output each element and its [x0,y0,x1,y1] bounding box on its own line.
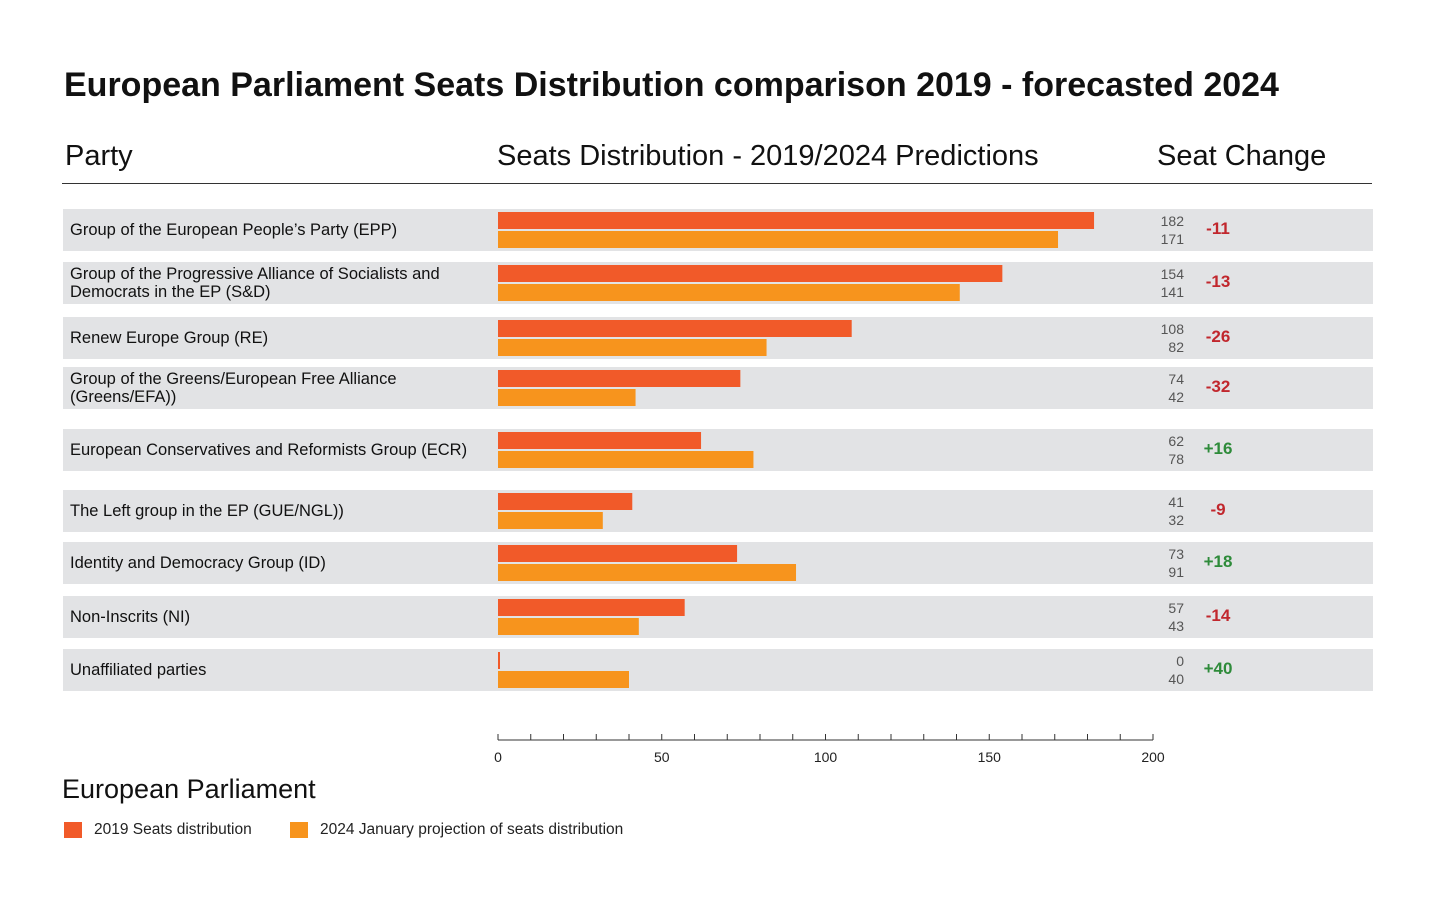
seat-change-value: +18 [1203,552,1233,571]
value-label-2024: 40 [1168,671,1184,687]
legend-label-2024: 2024 January projection of seats distrib… [320,821,624,838]
bar-2024 [498,339,767,356]
bar-2024 [498,618,639,635]
seat-change-value: -13 [1205,272,1231,291]
value-label-2019: 57 [1168,600,1184,616]
party-label: The Left group in the EP (GUE/NGL)) [70,502,344,520]
bar-2024 [498,389,636,406]
party-label: Group of the Progressive Alliance of Soc… [70,265,440,301]
value-label-2019: 74 [1168,371,1184,387]
bar-2019 [498,320,852,337]
bar-2024 [498,564,797,581]
bar-2019 [498,652,500,669]
seat-change-value: -9 [1210,500,1226,519]
value-label-2019: 0 [1176,653,1184,669]
bar-2019 [498,432,702,449]
party-label: Group of the European People’s Party (EP… [70,221,398,239]
value-label-2024: 32 [1168,512,1184,528]
party-label: Group of the Greens/European Free Allian… [70,370,397,406]
value-label-2019: 62 [1168,433,1184,449]
seat-change-value: -32 [1205,377,1231,396]
seat-change-value: -26 [1205,327,1231,346]
legend-label-2019: 2019 Seats distribution [94,821,252,838]
value-label-2019: 182 [1160,213,1184,229]
bar-2024 [498,512,603,529]
bar-2024 [498,284,960,301]
bar-2024 [498,451,754,468]
x-tick-label: 150 [978,749,1002,765]
value-label-2019: 41 [1168,494,1184,510]
value-label-2024: 91 [1168,564,1184,580]
party-row: Group of the Greens/European Free Allian… [63,367,1373,409]
column-header-seat-change: Seat Change [1157,140,1327,172]
value-label-2024: 171 [1160,231,1184,247]
bar-2019 [498,493,633,510]
chart-title: European Parliament Seats Distribution c… [64,66,1279,104]
party-label: Unaffiliated parties [70,661,207,679]
value-label-2019: 108 [1160,321,1184,337]
seat-change-value: +40 [1203,659,1233,678]
column-header-distribution: Seats Distribution - 2019/2024 Predictio… [497,140,1039,172]
party-row: The Left group in the EP (GUE/NGL)) 41 32 -… [63,490,1373,532]
bar-2019 [498,545,738,562]
x-tick-label: 50 [654,749,670,765]
x-tick-label: 200 [1141,749,1165,765]
value-label-2024: 78 [1168,451,1184,467]
bar-2019 [498,599,685,616]
seat-change-value: -14 [1205,606,1231,625]
value-label-2024: 43 [1168,618,1184,634]
value-label-2019: 73 [1168,546,1184,562]
column-header-party: Party [65,140,133,172]
value-label-2024: 141 [1160,284,1184,300]
legend-swatch-2024 [290,822,308,838]
value-label-2019: 154 [1160,266,1184,282]
bar-2019 [498,370,741,387]
party-label: European Conservatives and Reformists Gr… [70,441,468,459]
seat-change-value: +16 [1203,439,1233,458]
x-tick-label: 100 [814,749,838,765]
legend-swatch-2019 [64,822,82,838]
party-label: Renew Europe Group (RE) [70,329,269,347]
bar-2024 [498,671,629,688]
header-divider [62,183,1372,184]
value-label-2024: 42 [1168,389,1184,405]
bar-2019 [498,212,1095,229]
party-label: Non-Inscrits (NI) [70,608,191,626]
seat-change-value: -11 [1206,219,1230,238]
bar-2019 [498,265,1003,282]
bar-2024 [498,231,1059,248]
value-label-2024: 82 [1168,339,1184,355]
party-row: Unaffiliated parties 0 40 +40 [63,649,1373,691]
party-row: Non-Inscrits (NI) 57 43 -14 [63,596,1373,638]
footer-title: European Parliament [62,774,316,804]
x-tick-label: 0 [494,749,502,765]
party-label: Identity and Democracy Group (ID) [70,554,326,572]
